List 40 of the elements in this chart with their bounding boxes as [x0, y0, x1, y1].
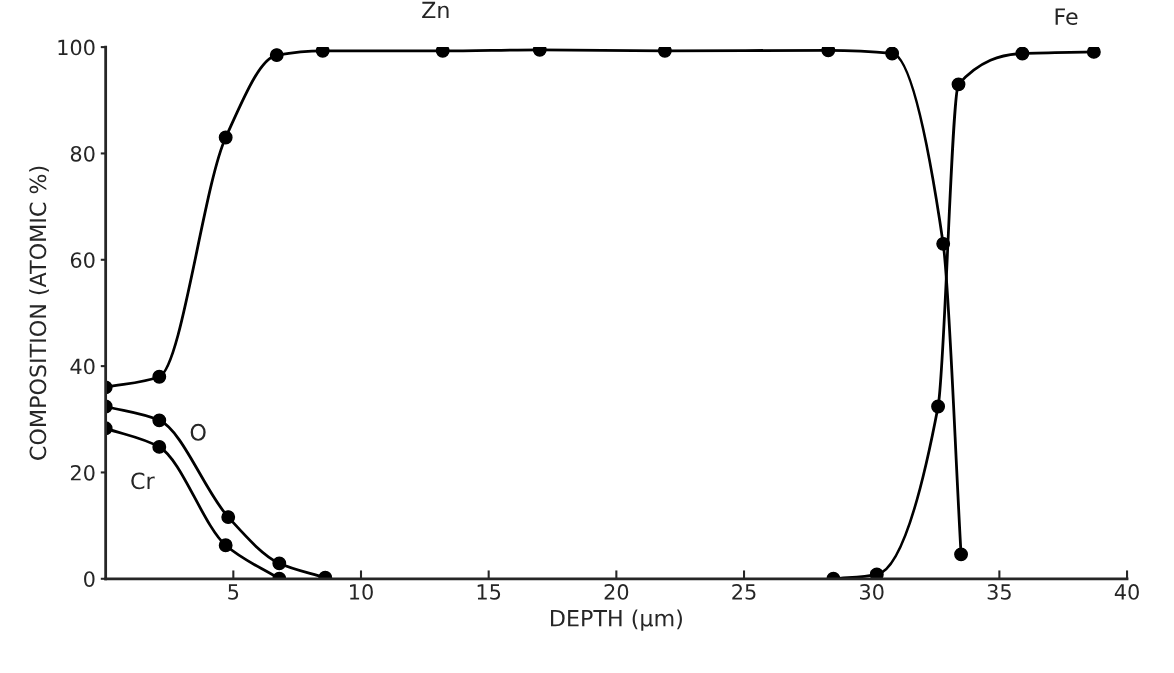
point [951, 77, 966, 92]
series-label: Fe [1055, 8, 1078, 26]
y-tick-label: 80 [70, 145, 95, 162]
point [272, 556, 287, 571]
point [954, 547, 969, 562]
point [885, 47, 900, 61]
point [657, 47, 672, 58]
point [821, 47, 836, 58]
x-tick-label: 5 [228, 584, 239, 600]
x-tick-label: 15 [477, 584, 501, 600]
point [152, 413, 167, 428]
point [869, 567, 884, 579]
x-tick-label: 35 [987, 584, 1011, 600]
y-tick-label: 40 [70, 358, 95, 375]
point [152, 369, 167, 384]
x-tick-label: 10 [350, 584, 373, 600]
y-axis-title: COMPOSITION (ATOMIC %) [29, 166, 49, 460]
point [1086, 47, 1101, 59]
point [221, 510, 236, 525]
series-label: Zn [422, 1, 449, 19]
y-tick-label: 0 [84, 571, 95, 587]
point [218, 130, 233, 145]
x-tick-label: 25 [732, 584, 756, 600]
x-axis-title: DEPTH (μm) [551, 609, 682, 631]
point [218, 538, 233, 553]
point [435, 47, 450, 58]
y-tick-label: 60 [70, 252, 95, 268]
y-tick-label: 20 [70, 464, 95, 481]
point [315, 47, 330, 58]
y-tick-label: 100 [58, 39, 95, 56]
point [152, 439, 167, 454]
series-label: Cr [131, 472, 155, 490]
point [936, 236, 951, 251]
x-tick-label: 20 [604, 584, 629, 600]
point [269, 48, 284, 63]
series-label: O [190, 423, 206, 441]
point [1015, 47, 1030, 61]
point [931, 399, 946, 414]
x-tick-label: 40 [1114, 584, 1139, 600]
x-tick-label: 30 [860, 584, 884, 600]
